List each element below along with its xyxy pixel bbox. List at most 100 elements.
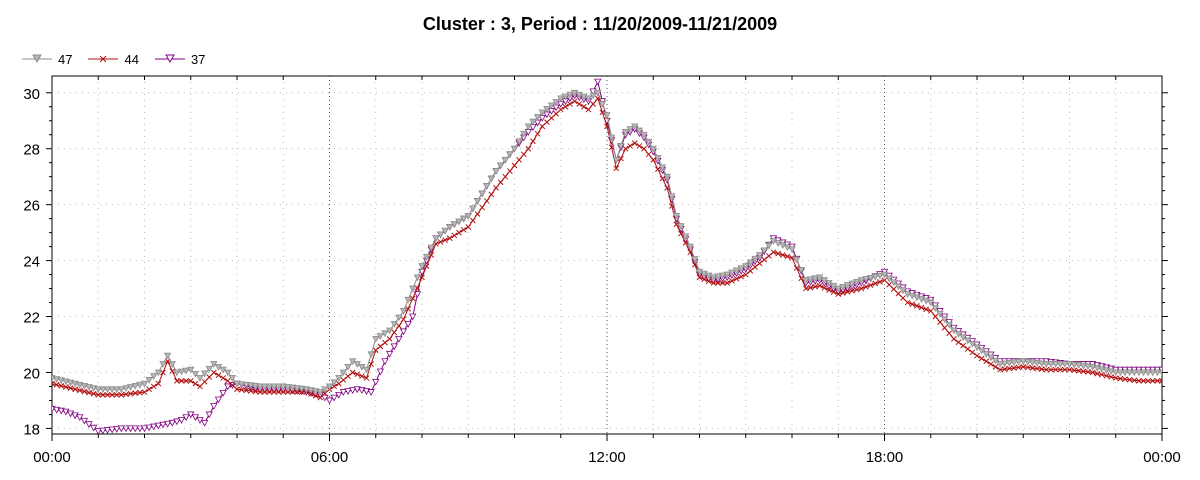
data-point-44 — [81, 388, 88, 395]
data-point-47 — [441, 227, 449, 235]
data-point-44 — [664, 185, 670, 191]
data-point-37 — [409, 313, 417, 321]
data-point-44 — [261, 389, 268, 395]
data-point-44 — [798, 275, 805, 282]
data-point-47 — [191, 370, 200, 378]
data-point-44 — [428, 252, 435, 258]
data-point-47 — [187, 366, 195, 374]
y-tick-label: 26 — [23, 198, 40, 215]
data-point-44 — [872, 280, 879, 287]
data-point-47 — [529, 118, 537, 126]
data-point-47 — [376, 333, 385, 340]
data-point-47 — [1047, 361, 1055, 368]
data-point-44 — [951, 336, 957, 342]
data-point-47 — [200, 370, 209, 378]
data-point-47 — [617, 143, 625, 150]
data-point-44 — [169, 368, 176, 374]
data-point-44 — [1085, 369, 1091, 375]
data-point-44 — [266, 389, 273, 395]
data-point-44 — [197, 383, 203, 390]
data-point-44 — [400, 316, 407, 323]
data-point-47 — [293, 385, 301, 392]
data-point-47 — [140, 380, 149, 388]
data-point-37 — [85, 421, 93, 429]
data-point-44 — [752, 264, 758, 270]
data-point-44 — [109, 391, 115, 398]
data-point-44 — [997, 366, 1003, 373]
data-point-44 — [886, 281, 892, 288]
data-point-44 — [511, 162, 518, 169]
data-point-44 — [988, 361, 994, 367]
data-point-44 — [1094, 370, 1101, 377]
data-point-37 — [348, 387, 357, 395]
data-point-47 — [936, 310, 944, 318]
data-point-37 — [140, 425, 149, 433]
data-point-44 — [1131, 377, 1138, 384]
data-point-47 — [122, 385, 130, 392]
legend-label-44: 44 — [124, 51, 139, 67]
data-point-44 — [562, 103, 569, 110]
data-point-47 — [483, 183, 491, 190]
data-point-47 — [251, 382, 260, 390]
data-point-47 — [182, 367, 190, 375]
data-point-47 — [987, 354, 995, 362]
data-point-44 — [530, 138, 536, 145]
data-point-47 — [1014, 358, 1023, 366]
data-point-44 — [655, 166, 661, 173]
data-point-37 — [108, 426, 116, 434]
data-point-44 — [678, 230, 684, 237]
data-point-44 — [322, 390, 328, 397]
data-point-47 — [1116, 369, 1125, 377]
data-point-47 — [589, 92, 597, 100]
series-group — [52, 78, 1162, 434]
data-point-44 — [349, 369, 356, 376]
data-point-47 — [566, 91, 574, 99]
data-point-44 — [553, 110, 559, 117]
data-point-47 — [663, 173, 671, 181]
data-point-44 — [502, 173, 509, 180]
data-point-47 — [427, 244, 435, 252]
data-point-44 — [488, 191, 495, 198]
data-point-37 — [390, 343, 398, 351]
data-point-44 — [1136, 378, 1142, 384]
data-point-44 — [275, 389, 282, 395]
data-point-44 — [127, 390, 134, 397]
data-point-47 — [700, 270, 708, 278]
data-point-44 — [67, 385, 74, 391]
data-point-44 — [867, 282, 874, 289]
legend: 47 44 37 — [22, 49, 221, 69]
data-point-44 — [150, 383, 157, 390]
data-point-37 — [372, 378, 380, 386]
data-point-44 — [618, 155, 624, 162]
data-point-44 — [853, 286, 860, 293]
data-point-44 — [238, 386, 245, 393]
data-point-47 — [1112, 369, 1120, 377]
data-point-44 — [821, 285, 828, 291]
data-point-47 — [506, 151, 514, 159]
data-point-47 — [672, 212, 681, 220]
data-point-47 — [728, 269, 736, 277]
data-point-47 — [288, 384, 297, 392]
data-point-37 — [399, 328, 408, 336]
y-tick-label: 24 — [23, 254, 40, 271]
data-point-47 — [459, 215, 468, 223]
data-point-44 — [294, 389, 300, 395]
data-point-47 — [640, 131, 648, 139]
data-point-47 — [478, 190, 486, 198]
data-point-44 — [937, 319, 943, 325]
data-point-44 — [386, 336, 393, 342]
data-point-44 — [1122, 376, 1128, 383]
data-point-47 — [695, 268, 704, 276]
data-point-44 — [359, 373, 365, 380]
data-point-47 — [154, 369, 163, 377]
data-point-47 — [510, 145, 519, 153]
data-point-44 — [234, 386, 240, 393]
data-point-44 — [497, 179, 504, 186]
data-point-44 — [76, 387, 83, 394]
data-point-44 — [835, 291, 842, 298]
data-point-47 — [524, 123, 533, 131]
data-point-37 — [335, 391, 343, 399]
data-point-47 — [755, 252, 764, 259]
data-point-44 — [789, 254, 795, 261]
data-point-47 — [996, 361, 1004, 368]
